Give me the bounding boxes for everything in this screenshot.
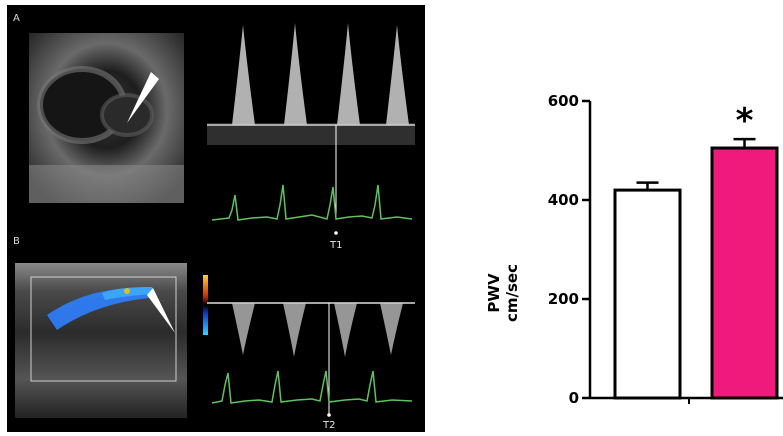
arrow-marker-b: [147, 288, 175, 333]
y-tick-label: 200: [548, 290, 579, 308]
bar-2: [710, 146, 779, 400]
b-mode-image-b: [15, 263, 187, 418]
color-scale-bar: [203, 275, 208, 335]
doppler-spectrum-b: [207, 302, 415, 415]
doppler-spectrum-a: [207, 23, 415, 215]
b-mode-image-a: [29, 33, 184, 203]
axes: 0 200 400 600: [548, 92, 783, 407]
panel-a-label: A: [13, 13, 20, 24]
panel-b-label: B: [13, 236, 20, 247]
y-axis-title-line1: PWV: [485, 273, 503, 313]
bars: [613, 137, 779, 400]
pwv-bar-chart: 0 200 400 600 PWV cm/sec *: [485, 92, 783, 407]
ecg-trace-b: [211, 370, 413, 404]
ultrasound-figure: T1 T2 A B: [7, 5, 425, 432]
arrow-marker-a: [127, 72, 159, 123]
bar-1: [613, 188, 682, 400]
ecg-trace-a: [211, 184, 413, 221]
y-tick-label: 400: [548, 191, 579, 209]
y-tick-label: 600: [548, 92, 579, 110]
significance-asterisk: *: [736, 101, 754, 141]
y-tick-label: 0: [569, 389, 579, 407]
y-axis-title-line2: cm/sec: [503, 264, 521, 322]
ultrasound-image: T1 T2 A B: [13, 13, 415, 431]
marker-t1: T1: [329, 240, 342, 251]
marker-t2: T2: [322, 420, 335, 431]
